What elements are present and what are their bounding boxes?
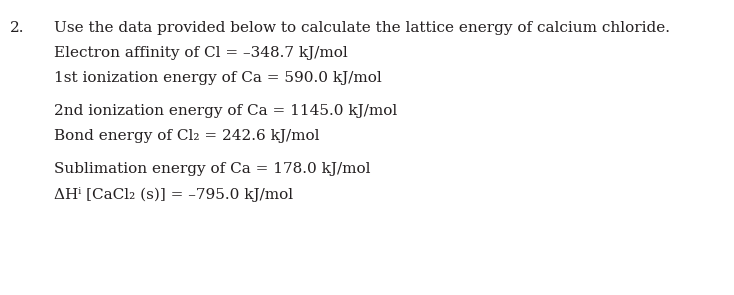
Text: 2nd ionization energy of Ca = 1145.0 kJ/mol: 2nd ionization energy of Ca = 1145.0 kJ/…	[54, 104, 397, 118]
Text: Bond energy of Cl₂ = 242.6 kJ/mol: Bond energy of Cl₂ = 242.6 kJ/mol	[54, 129, 319, 143]
Text: 2.: 2.	[10, 21, 24, 35]
Text: ΔHⁱ [CaCl₂ (s)] = –795.0 kJ/mol: ΔHⁱ [CaCl₂ (s)] = –795.0 kJ/mol	[54, 187, 293, 202]
Text: Electron affinity of Cl = –348.7 kJ/mol: Electron affinity of Cl = –348.7 kJ/mol	[54, 46, 347, 60]
Text: 1st ionization energy of Ca = 590.0 kJ/mol: 1st ionization energy of Ca = 590.0 kJ/m…	[54, 71, 382, 85]
Text: Sublimation energy of Ca = 178.0 kJ/mol: Sublimation energy of Ca = 178.0 kJ/mol	[54, 162, 370, 176]
Text: Use the data provided below to calculate the lattice energy of calcium chloride.: Use the data provided below to calculate…	[54, 21, 669, 35]
